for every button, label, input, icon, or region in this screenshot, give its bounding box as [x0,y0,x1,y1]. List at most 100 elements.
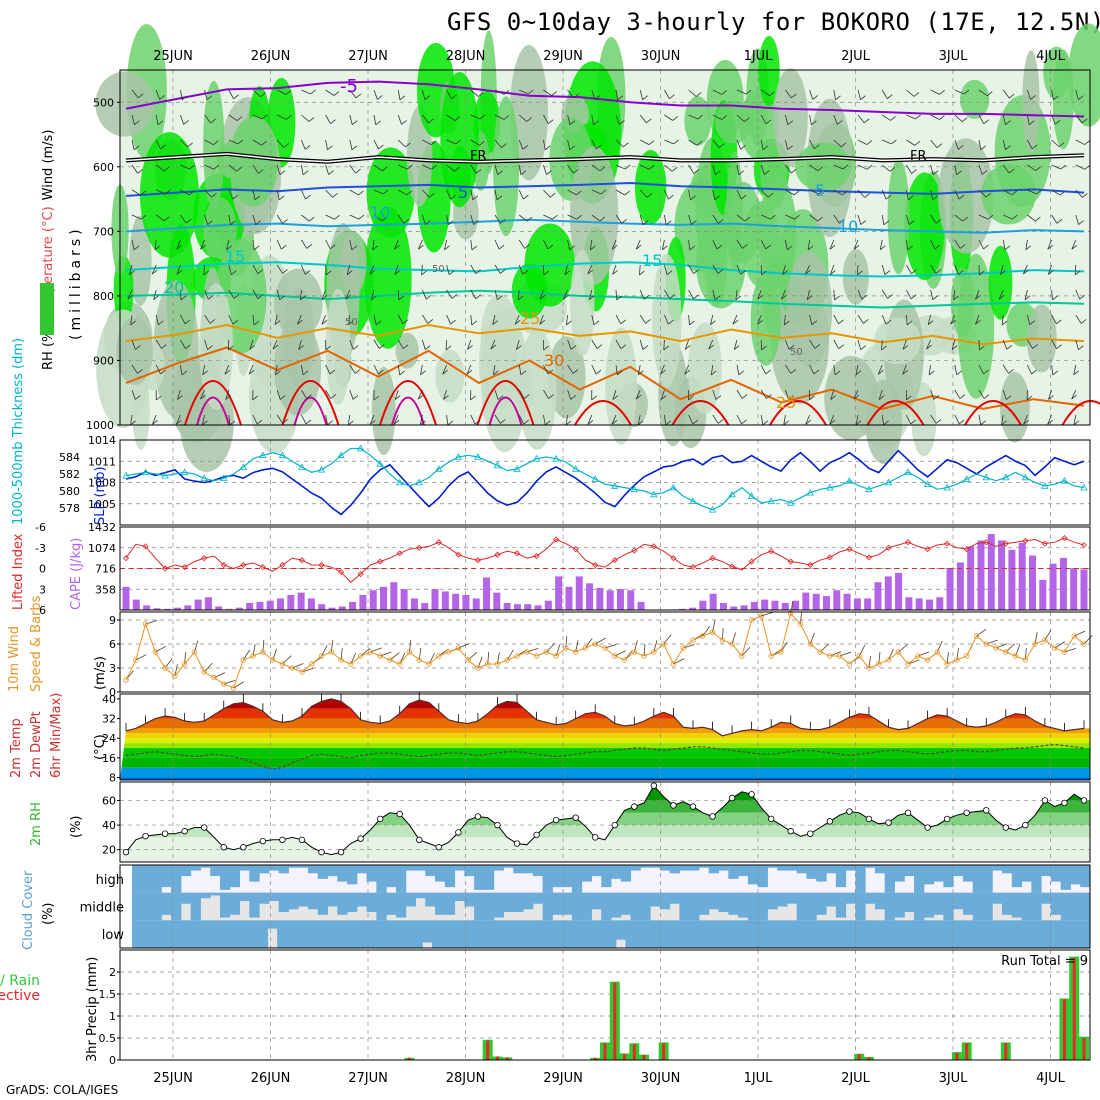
wind-barb [276,189,280,200]
wind-barb [1031,369,1037,375]
cape-bar [163,608,171,610]
wind-barb [1048,270,1054,275]
wind-barb [761,270,767,276]
cloud-bar-low [402,920,414,948]
wind-barb [155,89,160,100]
wind-barb [738,170,744,176]
wind-barb [180,164,190,170]
rh-marker [1022,821,1029,829]
wind-barb [624,164,631,170]
cloud-bar-high [718,865,729,871]
wind-barb [446,139,456,145]
wind-speed-marker [817,649,823,655]
li-marker [474,557,481,564]
tick-label-left-axis: 578 [59,502,80,515]
wind-barb [229,420,236,426]
cloud-bar-middle [659,892,671,910]
wind-barb [611,419,618,425]
wind-barb [710,370,717,376]
wind-barb [884,270,891,275]
cloud-bar-middle [1011,892,1023,918]
cape-bar [472,598,480,610]
wind-barb [131,164,138,174]
wind-barb [257,294,264,300]
wind-barb [518,189,524,200]
wind-barb [958,194,965,200]
isotherm-line [196,396,230,426]
cloud-bar-low [606,920,617,948]
wind-barb [902,345,909,350]
tick-label: 1 [109,1010,116,1023]
wind-barb [355,93,362,99]
wind-barb [956,370,962,376]
wind-barb [450,194,456,200]
wind-barb [760,364,767,375]
wind-barb [693,294,699,300]
temp-band [120,743,1090,749]
wind-barb [470,189,474,200]
cape-bar [235,607,243,610]
wind-barb [349,364,356,374]
wind-barb [1004,245,1011,251]
cloud-bar-low [664,920,675,948]
wind-barb [180,314,186,325]
wind-barb [492,364,496,375]
wind-barb [956,170,962,176]
rh-contour-fill [1068,23,1100,127]
cloud-bar-low [1031,920,1043,948]
wind-barb [809,114,812,125]
wind-barb [249,339,254,350]
wind-barb [817,166,824,172]
wind-speed-marker [328,649,334,655]
wind-speed-marker [1022,657,1029,663]
precip-legend-convective: Convective [0,988,40,1004]
upper-air-yunit: (millibars) [68,225,84,340]
wind-barb [855,370,862,376]
wind-barb [424,345,431,350]
cloud-bar-low [925,920,936,948]
wind-barb [425,220,431,225]
wind-barb [930,289,934,300]
wind-barb [514,319,521,325]
wind-barb [134,120,140,126]
li-marker [494,551,501,558]
li-marker [572,546,579,553]
wind-barb [954,89,965,95]
wind-barb [695,92,702,97]
wind-barb [420,370,426,376]
li-marker [162,565,169,572]
wind-barb [833,314,839,324]
wind-barb [714,195,721,201]
cloud-bar-middle [141,892,153,921]
cloud-bar-low [528,920,539,948]
wind-barb [1029,320,1036,326]
cape-bar [689,607,697,610]
wind-barb [635,239,641,250]
wind-barb [446,314,451,325]
rh-contour-fill [364,206,412,349]
wind-barb [518,114,527,122]
contour-label: 10 [838,217,858,236]
wind-barb [431,164,437,170]
wind-barb [1081,118,1088,124]
wind-barb [881,339,883,351]
cloud-bar-middle [738,892,749,918]
wind-barb [857,289,863,300]
cloud-bar-low [412,920,423,948]
cloud-bar-middle [376,892,387,921]
dewpoint-line [125,743,1085,770]
temp-band [120,718,1090,729]
wind-barb [935,269,942,274]
precip-bar-convective [632,1044,636,1060]
rh-contour-fill [981,163,1036,225]
rh-contour-fill [199,283,233,410]
wind-barb [855,414,859,425]
cloud-bar-middle [826,892,837,907]
wind-barb [325,214,335,220]
wind-barb [569,145,576,151]
cape-bar [1039,579,1047,610]
wind-barb [130,314,133,325]
wind-barb [664,414,667,425]
wind-barb [177,389,181,400]
li-marker [1002,540,1009,547]
